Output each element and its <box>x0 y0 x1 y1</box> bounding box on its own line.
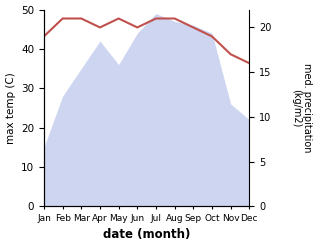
Y-axis label: med. precipitation
(kg/m2): med. precipitation (kg/m2) <box>291 63 313 153</box>
Y-axis label: max temp (C): max temp (C) <box>5 72 16 144</box>
X-axis label: date (month): date (month) <box>103 228 190 242</box>
